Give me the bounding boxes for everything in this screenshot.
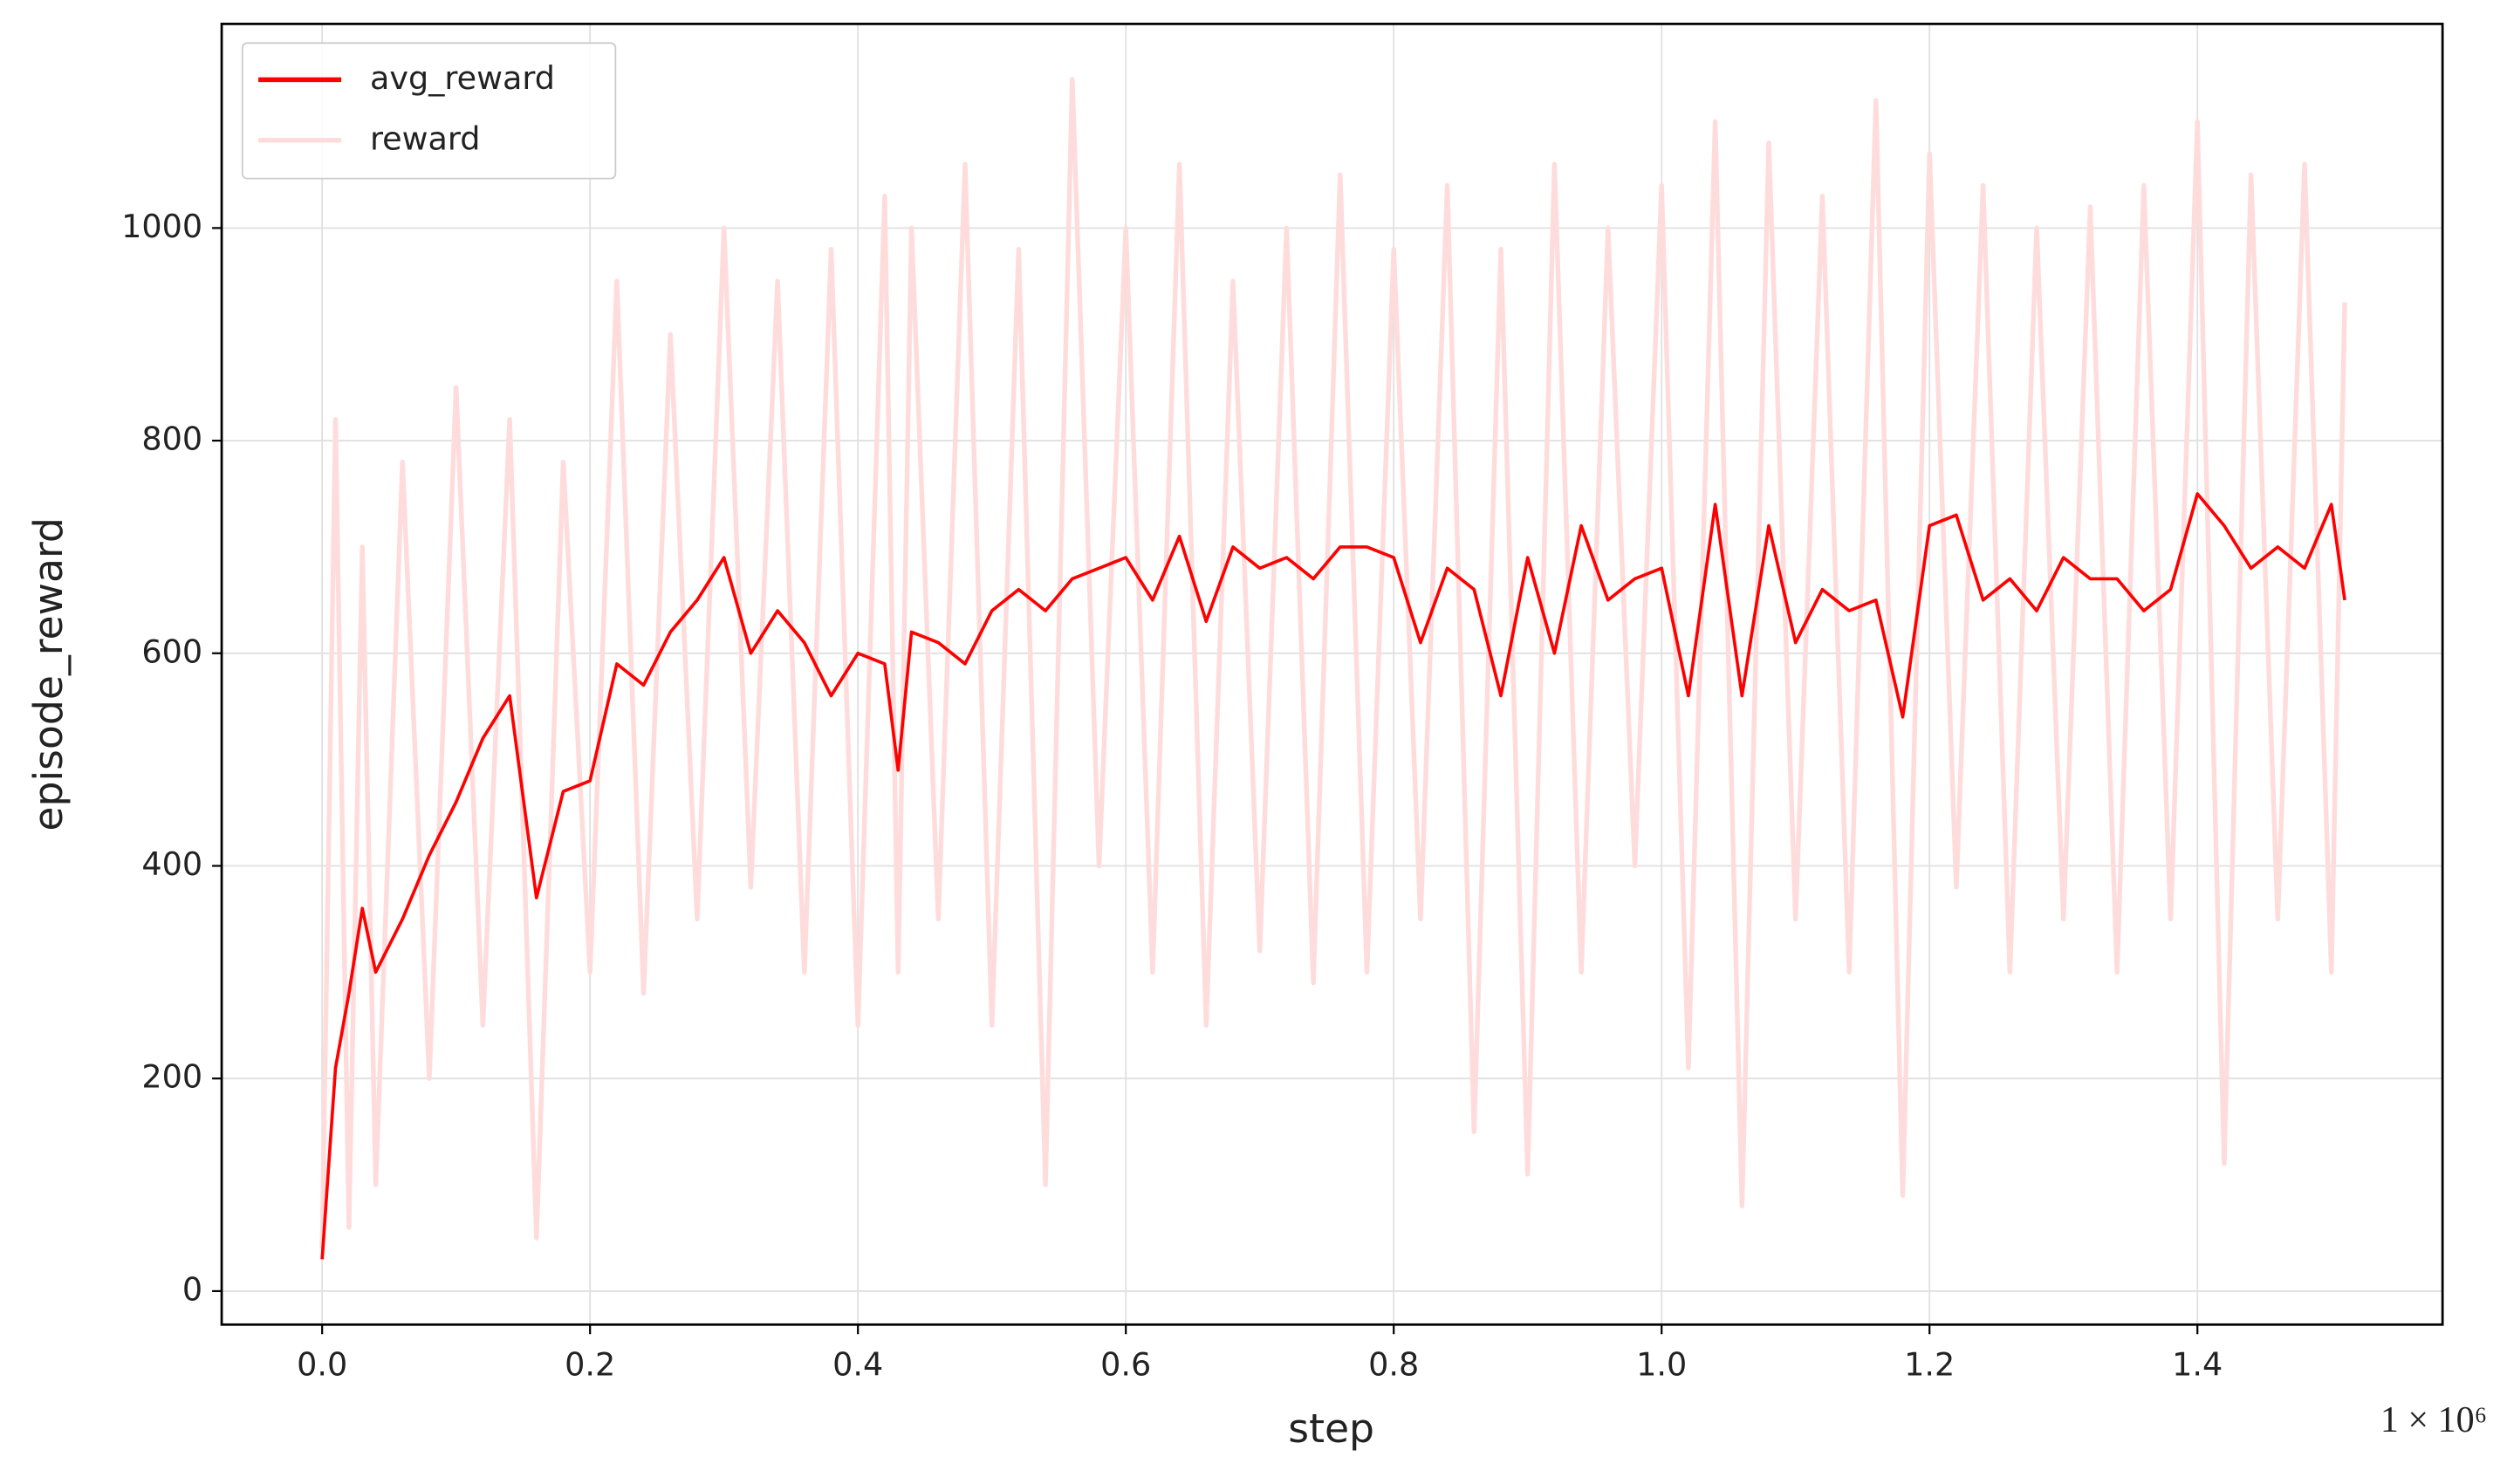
y-tick-label: 0 [182,1270,202,1308]
legend-box [241,42,617,180]
x-tick-label: 0.0 [297,1345,347,1383]
legend-label: reward [370,120,481,157]
x-tick-label: 1.2 [1904,1345,1955,1383]
series-line [320,492,2346,1260]
x-offset-label: 1 × 10⁶ [2380,1400,2487,1440]
x-tick-label: 0.6 [1100,1345,1151,1383]
x-tick-label: 1.4 [2172,1345,2223,1383]
series-line [319,77,2347,1249]
y-tick-label: 800 [141,421,202,458]
x-tick-label: 0.8 [1368,1345,1419,1383]
legend-label: avg_reward [370,59,555,97]
x-tick-label: 1.0 [1636,1345,1687,1383]
y-tick-label: 600 [141,633,202,670]
y-tick-label: 400 [141,845,202,883]
x-axis-label: step [1288,1405,1374,1452]
y-tick-label: 1000 [121,208,202,245]
x-tick-label: 0.4 [832,1345,883,1383]
x-tick-label: 0.2 [565,1345,615,1383]
y-tick-label: 200 [141,1058,202,1096]
plot-frame [220,23,2444,1326]
y-axis-label: episode_reward [25,517,72,831]
